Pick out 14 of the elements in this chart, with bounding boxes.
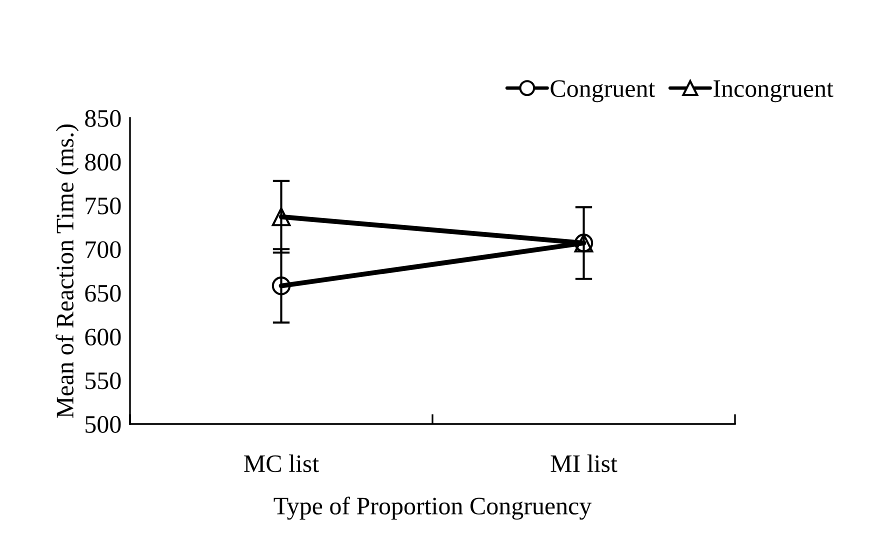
x-axis-title: Type of Proportion Congruency	[274, 496, 592, 520]
legend-label: Incongruent	[714, 80, 834, 102]
y-tick-label: 700	[86, 241, 121, 258]
y-tick-label: 500	[86, 416, 121, 433]
y-tick-label: 750	[86, 197, 121, 214]
y-tick-label: 600	[85, 328, 121, 346]
y-tick-label: 850	[85, 110, 121, 127]
legend-label: Congruent	[550, 80, 656, 102]
x-tick-label: MC list	[244, 454, 319, 472]
y-tick-label: 550	[86, 372, 121, 390]
y-tick-label: 650	[85, 284, 121, 302]
y-tick-label: 800	[85, 154, 121, 171]
y-axis-title: Mean of Reaction Time (ms.)	[56, 124, 79, 418]
x-tick-label: MI list	[550, 454, 618, 472]
